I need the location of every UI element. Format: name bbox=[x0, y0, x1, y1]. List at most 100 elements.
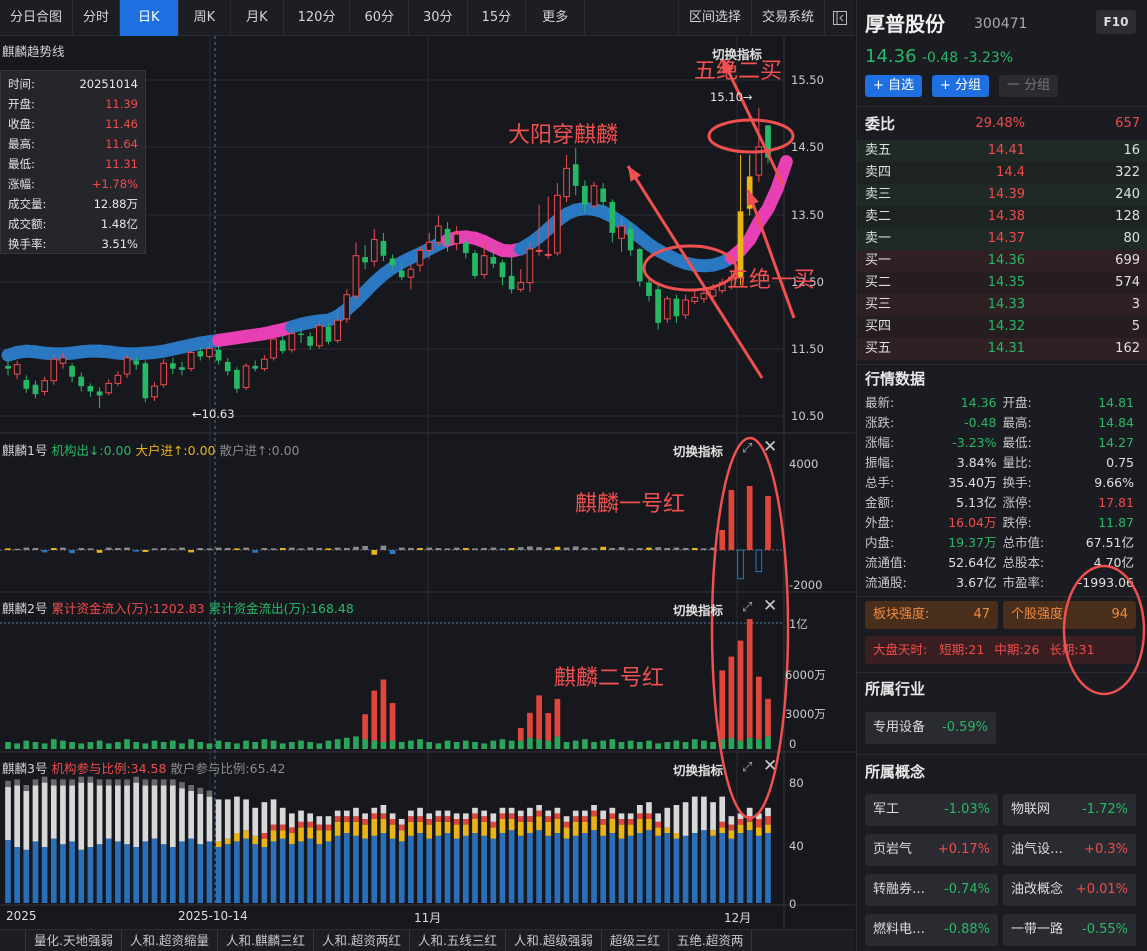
tab-30min[interactable]: 30分 bbox=[409, 0, 468, 36]
panel3-institution-bar bbox=[682, 835, 689, 903]
tab-daily-k[interactable]: 日K bbox=[120, 0, 179, 36]
tab-60min[interactable]: 60分 bbox=[350, 0, 409, 36]
panel3-gold-bar bbox=[270, 830, 277, 842]
bottom-tab[interactable]: 人和.麒麟三红 bbox=[218, 930, 314, 951]
bottom-tab[interactable]: 量化.天地强弱 bbox=[26, 930, 122, 951]
concept-chip[interactable]: 物联网 -1.72% bbox=[1003, 794, 1136, 826]
panel3-retail-bar bbox=[252, 807, 259, 836]
bottom-tab[interactable]: 五绝.超资两 bbox=[669, 930, 753, 951]
panel2-switch-indicator-button[interactable]: 切换指标 bbox=[673, 603, 724, 618]
panel1-switch-indicator-button[interactable]: 切换指标 bbox=[673, 444, 724, 459]
tab-intraday[interactable]: 分时 bbox=[73, 0, 121, 36]
panel3-close-icon[interactable]: ✕ bbox=[763, 756, 778, 776]
market-value: 4.70亿 bbox=[1093, 555, 1134, 570]
tab-multi-day[interactable]: 分日合图 bbox=[0, 0, 74, 36]
panel3-institution-bar bbox=[41, 847, 48, 903]
panel1-expand-icon[interactable]: ⤢ bbox=[742, 441, 753, 456]
panel3-institution-bar bbox=[426, 838, 433, 903]
ask-row[interactable]: 卖一 14.37 80 bbox=[857, 228, 1147, 250]
panel1-bar bbox=[261, 548, 268, 550]
panel3-retail-bar bbox=[701, 796, 707, 831]
collapse-panel-icon[interactable] bbox=[825, 0, 855, 36]
panel2-outflow-bar bbox=[389, 740, 396, 749]
panel3-institution-bar bbox=[646, 830, 652, 903]
panel3-red-bar bbox=[316, 824, 323, 831]
concept-chip[interactable]: 转融券… -0.74% bbox=[865, 874, 998, 906]
panel3-gold-bar bbox=[307, 827, 314, 839]
panel3-red-bar bbox=[307, 821, 314, 828]
bottom-tab[interactable]: 人和.超级强弱 bbox=[506, 930, 602, 951]
bid-row[interactable]: 买一 14.36 699 bbox=[857, 250, 1147, 272]
panel3-institution-bar bbox=[60, 844, 66, 903]
add-group-button[interactable]: + 分组 bbox=[932, 75, 990, 97]
bottom-tab[interactable]: 人和.超资缩量 bbox=[122, 930, 218, 951]
bottom-tab[interactable]: 人和.五线三红 bbox=[410, 930, 506, 951]
panel3-expand-icon[interactable]: ⤢ bbox=[742, 760, 753, 775]
concept-chip[interactable]: 页岩气 +0.17% bbox=[865, 834, 998, 866]
panel3-gold-bar bbox=[453, 824, 460, 839]
concept-chip[interactable]: 军工 -1.03% bbox=[865, 794, 998, 826]
bid-row[interactable]: 买三 14.33 3 bbox=[857, 294, 1147, 316]
panel3-institution-bar bbox=[572, 835, 579, 903]
panel1-bar bbox=[591, 548, 597, 550]
candle-body bbox=[32, 384, 39, 395]
panel3-gold-bar bbox=[582, 821, 588, 833]
bid-row[interactable]: 买二 14.35 574 bbox=[857, 272, 1147, 294]
candle-body bbox=[69, 365, 75, 377]
panel2-outflow-bar bbox=[87, 742, 94, 749]
remove-group-button[interactable]: 一 分组 bbox=[999, 75, 1059, 97]
market-label: 市盈率: bbox=[1002, 575, 1045, 590]
panel2-expand-icon[interactable]: ⤢ bbox=[742, 600, 753, 615]
bid-row[interactable]: 买五 14.31 162 bbox=[857, 338, 1147, 360]
panel3-switch-indicator-button[interactable]: 切换指标 bbox=[673, 763, 724, 778]
bottom-tab-left-spacer bbox=[0, 930, 26, 951]
panel1-close-icon[interactable]: ✕ bbox=[763, 437, 778, 457]
panel1-bar bbox=[408, 548, 414, 550]
ask-row[interactable]: 卖五 14.41 16 bbox=[857, 140, 1147, 162]
candle-body bbox=[142, 363, 149, 399]
kline-chart-area[interactable] bbox=[0, 36, 855, 929]
ask-row[interactable]: 卖二 14.38 128 bbox=[857, 206, 1147, 228]
panel3-gold-bar bbox=[243, 830, 249, 839]
range-select-button[interactable]: 区间选择 bbox=[677, 0, 752, 36]
concept-chip[interactable]: 油气设… +0.3% bbox=[1003, 834, 1136, 866]
tab-120min[interactable]: 120分 bbox=[284, 0, 351, 36]
candle-body bbox=[572, 164, 579, 186]
ask-row[interactable]: 卖四 14.4 322 bbox=[857, 162, 1147, 184]
candle-body bbox=[307, 336, 314, 346]
f10-button[interactable]: F10 bbox=[1096, 10, 1136, 34]
ask-row[interactable]: 卖三 14.39 240 bbox=[857, 184, 1147, 206]
main-switch-indicator-button[interactable]: 切换指标 bbox=[712, 47, 763, 62]
industry-chip[interactable]: 专用设备 -0.59% bbox=[865, 712, 996, 744]
market-data-row: 涨跌: -0.48 最高: 14.84 bbox=[857, 413, 1147, 433]
panel2-outflow-bar bbox=[115, 742, 121, 749]
market-value: 3.67亿 bbox=[956, 575, 997, 590]
panel2-close-icon[interactable]: ✕ bbox=[763, 596, 778, 616]
candle-body bbox=[444, 228, 451, 245]
panel3-gold-bar bbox=[618, 824, 625, 839]
tab-15min[interactable]: 15分 bbox=[468, 0, 527, 36]
panel1-bar bbox=[279, 548, 286, 550]
panel3-institution-bar bbox=[270, 841, 277, 903]
concept-chip[interactable]: 一带一路 -0.55% bbox=[1003, 914, 1136, 946]
tab-weekly-k[interactable]: 周K bbox=[179, 0, 232, 36]
panel3-institution-bar bbox=[517, 835, 524, 903]
panel3-retail-bar bbox=[197, 793, 204, 845]
concept-chip[interactable]: 油改概念 +0.01% bbox=[1003, 874, 1136, 906]
market-label: 总手: bbox=[865, 475, 895, 490]
tab-more[interactable]: 更多 bbox=[526, 0, 586, 36]
bottom-tab[interactable]: 超级三红 bbox=[602, 930, 669, 951]
panel1-bar bbox=[160, 548, 167, 550]
concept-chip[interactable]: 燃料电… -0.88% bbox=[865, 914, 998, 946]
panel1-bar bbox=[32, 548, 39, 550]
annotation-arrow-five-two-head bbox=[722, 58, 734, 74]
tab-monthly-k[interactable]: 月K bbox=[231, 0, 284, 36]
panel3-cap-bar bbox=[60, 779, 66, 786]
trading-system-button[interactable]: 交易系统 bbox=[752, 0, 825, 36]
info-row-change: 涨幅: +1.78% bbox=[8, 177, 138, 191]
panel3-red-bar bbox=[737, 819, 744, 825]
candle-body bbox=[472, 253, 478, 276]
bottom-tab[interactable]: 人和.超资两红 bbox=[314, 930, 410, 951]
add-watchlist-button[interactable]: + 自选 bbox=[865, 75, 923, 97]
bid-row[interactable]: 买四 14.32 5 bbox=[857, 316, 1147, 338]
